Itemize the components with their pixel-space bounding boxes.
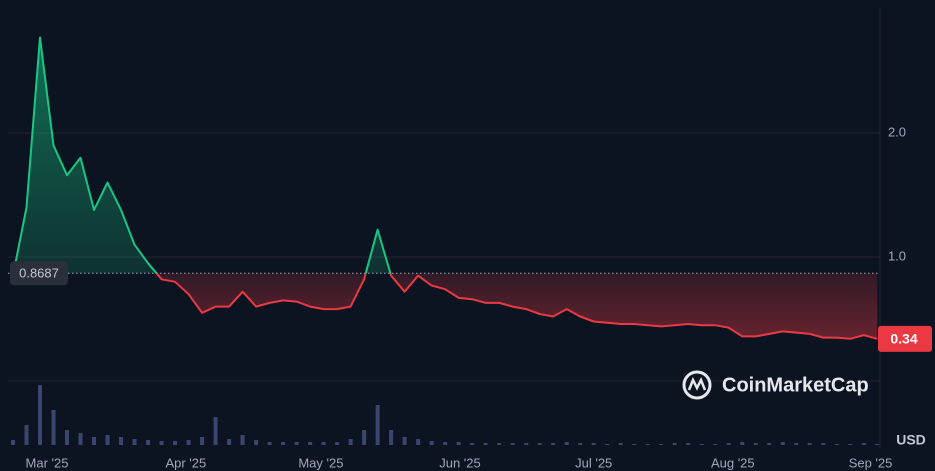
volume-bar [537,443,542,445]
price-line [12,36,878,340]
volume-bar [821,443,826,445]
volume-bar [321,442,326,445]
volume-bar [78,433,83,445]
volume-bar [146,440,151,445]
unit-label: USD [896,432,926,448]
volume-bar [294,442,299,445]
volume-bar [227,439,232,445]
volume-bar [740,442,745,445]
volume-bar [65,430,70,445]
volume-bar [551,443,556,445]
y-tick-label: 1.0 [888,248,906,263]
x-tick-label: Apr '25 [165,455,206,470]
volume-bar [443,442,448,445]
volume-bar [38,385,43,445]
volume-bar [645,444,650,445]
volume-bar [375,405,380,445]
volume-bar [794,443,799,445]
volume-bar [524,443,529,445]
x-tick-label: Jul '25 [575,455,612,470]
volume-bar [254,440,259,445]
volume-bar [281,442,286,445]
volume-bar [686,443,691,445]
y-tick-label: 2.0 [888,124,906,139]
reference-label-box [10,261,68,286]
volume-bar [578,443,583,445]
volume-bar [767,443,772,445]
volume-bar [618,443,623,445]
volume-bar [267,442,272,445]
volume-bar [753,443,758,445]
reference-label: 0.8687 [19,266,59,281]
volume-bar [605,444,610,445]
volume-bar [308,442,313,445]
volume-bar [807,443,812,445]
volume-bar [861,443,866,445]
volume-bar [672,443,677,445]
volume-bar [591,443,596,445]
volume-bar [105,435,110,445]
volume-bar [159,441,164,445]
volume-bar [402,437,407,445]
volume-bar [416,439,421,445]
x-tick-label: May '25 [298,455,343,470]
volume-bar [200,437,205,445]
volume-bar [470,443,475,445]
volume-bar [699,444,704,445]
volume-bar [213,417,218,445]
price-area [13,37,878,339]
volume-bar [510,443,515,445]
volume-bar [456,442,461,445]
watermark-text: CoinMarketCap [722,374,869,396]
volume-bar [848,444,853,445]
volume-bar [726,443,731,445]
volume-bar [173,441,178,445]
volume-bar [659,444,664,445]
x-tick-label: Mar '25 [26,455,69,470]
volume-bar [834,444,839,445]
volume-bar [132,439,137,445]
volume-bar [92,437,97,445]
volume-bar [429,441,434,445]
volume-bar [632,444,637,445]
volume-bar [186,440,191,445]
volume-bar [335,442,340,445]
volume-bar [780,442,785,445]
volume-bar [875,444,880,445]
volume-bar [24,425,29,445]
volume-bar [11,440,15,445]
volume-bar [483,443,488,445]
volume-bar [51,410,56,445]
x-tick-label: Sep '25 [849,455,893,470]
x-tick-label: Aug '25 [711,455,755,470]
volume-bar [497,443,502,445]
logo-mark [687,376,707,391]
volume-bar [119,437,124,445]
volume-bar [389,430,394,445]
last-price-box [878,325,932,352]
logo-ring [682,370,712,400]
watermark-logo [682,370,712,400]
volume-bar [564,442,569,445]
volume-bar [240,435,245,445]
volume-bar [713,444,718,445]
last-price-label: 0.34 [890,331,917,347]
x-tick-label: Jun '25 [439,455,481,470]
volume-bar [362,430,367,445]
volume-bar [348,439,353,445]
